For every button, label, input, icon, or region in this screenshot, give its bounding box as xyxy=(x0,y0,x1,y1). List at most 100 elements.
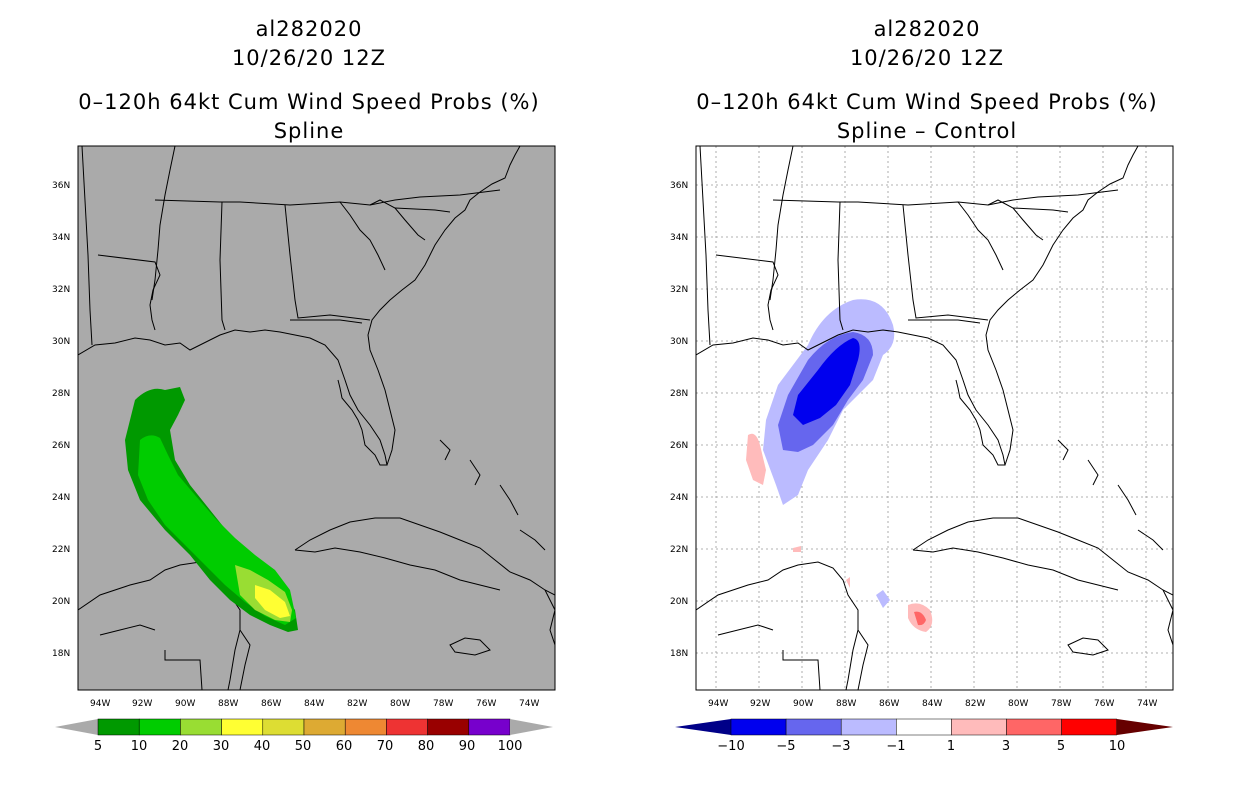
colorbar-label: 20 xyxy=(172,739,189,754)
colorbar-swatch xyxy=(896,718,952,736)
lat-label: 32N xyxy=(52,285,70,295)
prob-30-40 xyxy=(255,585,290,618)
lat-label: 20N xyxy=(52,597,70,607)
colorbar-label: 3 xyxy=(1002,739,1010,754)
lat-label: 34N xyxy=(670,233,688,243)
colorbar-label: 40 xyxy=(254,739,271,754)
lon-label: 82W xyxy=(965,699,985,709)
colorbar-label: −1 xyxy=(886,739,905,754)
lon-label: 82W xyxy=(347,699,367,709)
lon-label: 78W xyxy=(433,699,453,709)
date-title: 10/26/20 12Z xyxy=(849,46,1005,70)
colorbar-label: 1 xyxy=(947,739,955,754)
colorbar-swatch xyxy=(386,718,428,736)
coastlines xyxy=(696,146,1173,690)
lon-label: 78W xyxy=(1051,699,1071,709)
colorbar-label: 60 xyxy=(336,739,353,754)
lon-label: 76W xyxy=(476,699,496,709)
diff-pos3-5 xyxy=(914,611,926,626)
colorbar-label: −5 xyxy=(776,739,795,754)
lon-label: 94W xyxy=(708,699,728,709)
colorbar-labels: 5 10 20 30 40 50 60 70 80 90 100 xyxy=(94,739,523,754)
lon-label: 92W xyxy=(750,699,770,709)
lat-label: 22N xyxy=(52,545,70,555)
colorbar-label: 90 xyxy=(459,739,476,754)
colorbar-swatch xyxy=(1006,718,1062,736)
lon-label: 80W xyxy=(1008,699,1028,709)
colorbar-label: 5 xyxy=(94,739,102,754)
difference-map: 36N 34N 32N 30N 28N 26N 24N 22N 20N 18N … xyxy=(670,145,1174,709)
coastlines xyxy=(78,146,555,690)
colorbar-label: 100 xyxy=(498,739,523,754)
colorbar-min-arrow xyxy=(675,719,731,735)
lon-labels: 94W 92W 90W 88W 86W 84W 82W 80W 78W 76W … xyxy=(708,699,1157,709)
diff-pos1-3-west xyxy=(746,433,766,485)
grid-lines xyxy=(696,146,1173,690)
lat-labels: 36N 34N 32N 30N 28N 26N 24N 22N 20N 18N xyxy=(52,181,70,659)
probability-contours xyxy=(125,387,298,632)
lon-label: 86W xyxy=(879,699,899,709)
lat-label: 32N xyxy=(670,285,688,295)
lon-label: 76W xyxy=(1094,699,1114,709)
colorbar: −10 −5 −3 −1 1 3 5 10 xyxy=(675,718,1173,754)
lat-label: 24N xyxy=(670,493,688,503)
difference-contours xyxy=(746,299,933,632)
colorbar-swatch xyxy=(138,718,181,736)
lat-label: 30N xyxy=(52,337,70,347)
date-title: 10/26/20 12Z xyxy=(231,46,387,70)
colorbar-swatch xyxy=(221,718,264,736)
lat-label: 18N xyxy=(52,649,70,659)
lon-label: 84W xyxy=(922,699,942,709)
diff-pos-tiny xyxy=(846,577,850,588)
diff-neg-small xyxy=(876,590,890,608)
colorbar-swatches xyxy=(97,718,511,736)
lat-label: 36N xyxy=(670,181,688,191)
lat-labels: 36N 34N 32N 30N 28N 26N 24N 22N 20N 18N xyxy=(670,181,688,659)
lon-label: 88W xyxy=(218,699,238,709)
colorbar-swatches xyxy=(730,718,1117,736)
lon-label: 90W xyxy=(175,699,195,709)
lon-label: 80W xyxy=(390,699,410,709)
colorbar-labels: −10 −5 −3 −1 1 3 5 10 xyxy=(717,739,1125,754)
lat-label: 36N xyxy=(52,181,70,191)
lon-label: 86W xyxy=(261,699,281,709)
colorbar-max-arrow xyxy=(1117,719,1173,735)
colorbar-swatch xyxy=(468,718,511,736)
panel-subtitle: Spline xyxy=(273,119,345,143)
lon-label: 88W xyxy=(836,699,856,709)
colorbar-swatch xyxy=(262,718,305,736)
lat-label: 24N xyxy=(52,493,70,503)
colorbar-swatch xyxy=(344,718,387,736)
lon-labels: 94W 92W 90W 88W 86W 84W 82W 80W 78W 76W … xyxy=(90,699,539,709)
colorbar-swatch xyxy=(180,718,222,736)
lon-label: 74W xyxy=(519,699,539,709)
colorbar-swatch xyxy=(427,718,470,736)
lat-label: 34N xyxy=(52,233,70,243)
lat-label: 30N xyxy=(670,337,688,347)
diff-neg5-neg10 xyxy=(793,338,860,425)
lat-label: 20N xyxy=(670,597,688,607)
lon-label: 94W xyxy=(90,699,110,709)
lat-label: 18N xyxy=(670,649,688,659)
panel-subtitle: Spline – Control xyxy=(836,119,1018,143)
lon-label: 84W xyxy=(304,699,324,709)
colorbar-label: 70 xyxy=(377,739,394,754)
colorbar-swatch xyxy=(303,718,346,736)
colorbar-swatch xyxy=(840,718,897,736)
left-panel: al282020 10/26/20 12Z 0–120h 64kt Cum Wi… xyxy=(52,17,556,754)
lat-label: 26N xyxy=(52,441,70,451)
colorbar-label: 10 xyxy=(131,739,148,754)
colorbar-label: 80 xyxy=(418,739,435,754)
colorbar-label: −3 xyxy=(831,739,850,754)
colorbar-swatch xyxy=(97,718,140,736)
storm-id-title: al282020 xyxy=(255,17,363,41)
colorbar-label: 5 xyxy=(1057,739,1065,754)
colorbar: 5 10 20 30 40 50 60 70 80 90 100 xyxy=(55,718,553,754)
lat-label: 28N xyxy=(670,389,688,399)
right-panel: al282020 10/26/20 12Z 0–120h 64kt Cum Wi… xyxy=(618,0,1236,800)
colorbar-label: −10 xyxy=(717,739,744,754)
lat-label: 28N xyxy=(52,389,70,399)
lat-label: 26N xyxy=(670,441,688,451)
diff-pos-small xyxy=(793,546,801,552)
probability-map: 36N 34N 32N 30N 28N 26N 24N 22N 20N 18N … xyxy=(52,145,556,709)
